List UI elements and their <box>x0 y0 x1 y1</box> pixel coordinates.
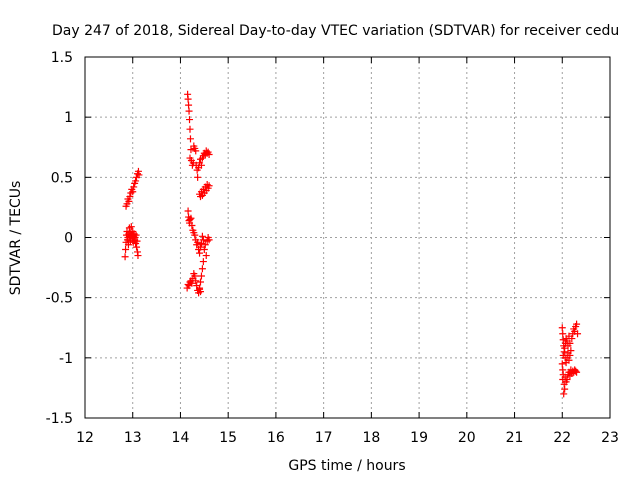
data-point <box>132 177 140 185</box>
data-point <box>205 236 213 244</box>
data-point <box>125 197 133 205</box>
data-point <box>205 150 213 158</box>
y-tick-label: 1.5 <box>51 50 73 66</box>
y-axis-label: SDTVAR / TECUs <box>8 181 24 296</box>
data-point <box>188 279 196 287</box>
y-tick-label: 1 <box>64 110 73 126</box>
data-point <box>191 231 199 239</box>
data-series <box>121 90 582 398</box>
data-point <box>186 116 194 124</box>
data-point <box>197 240 205 248</box>
data-point <box>186 215 194 223</box>
data-point <box>561 385 569 393</box>
data-point <box>573 368 581 376</box>
data-point <box>130 183 138 191</box>
data-point <box>196 249 204 257</box>
x-tick-label: 21 <box>506 430 524 446</box>
data-point <box>558 360 566 368</box>
x-tick-label: 12 <box>76 430 94 446</box>
y-tick-label: -1 <box>59 351 73 367</box>
data-point <box>563 375 571 383</box>
y-tick-label: -0.5 <box>46 291 73 307</box>
x-tick-label: 20 <box>458 430 476 446</box>
data-point <box>197 288 204 296</box>
data-point <box>558 324 566 332</box>
y-tick-label: -1.5 <box>46 411 73 427</box>
data-point <box>193 282 201 290</box>
data-point <box>197 272 205 280</box>
data-point <box>192 147 200 155</box>
data-point <box>197 243 204 251</box>
data-point <box>188 221 196 229</box>
data-point <box>122 246 130 254</box>
x-tick-label: 18 <box>362 430 380 446</box>
x-tick-label: 17 <box>315 430 333 446</box>
data-point <box>198 232 206 240</box>
data-point <box>198 265 206 273</box>
data-point <box>202 252 210 260</box>
data-point <box>186 125 194 133</box>
data-point <box>559 330 567 338</box>
data-point <box>133 237 141 245</box>
x-tick-label: 13 <box>124 430 142 446</box>
x-axis-label: GPS time / hours <box>288 458 405 474</box>
axis-ticks: 12 13 14 15 16 17 18 19 20 21 22 23 -1.5 -1 -0.5 0 0.5 1 1… <box>46 50 619 446</box>
x-tick-label: 14 <box>172 430 190 446</box>
data-point <box>572 367 580 375</box>
data-point <box>186 135 194 143</box>
data-point <box>574 330 582 338</box>
data-point <box>124 241 132 249</box>
x-tick-label: 15 <box>219 430 237 446</box>
data-point <box>568 335 576 343</box>
data-point <box>191 272 199 280</box>
data-point <box>566 351 574 359</box>
x-tick-label: 19 <box>410 430 428 446</box>
data-point <box>560 390 568 398</box>
data-point <box>199 258 207 266</box>
grid <box>85 57 610 418</box>
data-point <box>201 241 209 249</box>
y-tick-label: 0.5 <box>51 170 73 186</box>
data-point <box>197 161 205 169</box>
data-point <box>187 146 195 154</box>
data-point <box>573 320 581 328</box>
data-point <box>184 95 192 103</box>
data-point <box>562 359 570 367</box>
data-point <box>185 101 193 109</box>
data-point <box>185 107 193 115</box>
data-point <box>205 182 213 190</box>
data-point <box>197 278 204 286</box>
data-point <box>126 193 134 201</box>
x-tick-label: 22 <box>553 430 571 446</box>
data-point <box>194 173 202 181</box>
data-point <box>566 339 574 347</box>
x-tick-label: 23 <box>601 430 619 446</box>
data-point <box>192 277 200 285</box>
data-point <box>127 223 135 231</box>
data-point <box>134 252 142 260</box>
y-tick-label: 0 <box>64 231 73 247</box>
data-point <box>200 246 208 254</box>
data-point <box>129 188 137 196</box>
data-point <box>133 243 141 251</box>
data-point <box>184 207 192 215</box>
data-point <box>132 231 140 239</box>
data-point <box>135 171 143 179</box>
data-point <box>121 253 129 261</box>
chart-title: Day 247 of 2018, Sidereal Day-to-day VTE… <box>52 23 619 39</box>
data-point <box>187 214 195 222</box>
data-point <box>194 238 202 246</box>
x-tick-label: 16 <box>267 430 285 446</box>
